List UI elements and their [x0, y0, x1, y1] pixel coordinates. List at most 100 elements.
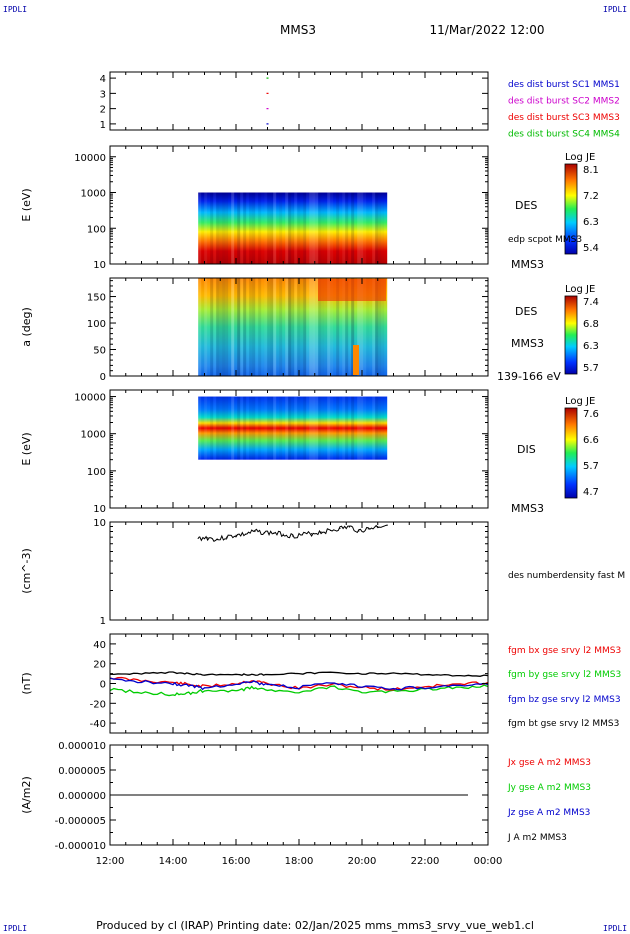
y-tick-label: -0.000005	[55, 816, 106, 827]
density-point	[301, 534, 303, 536]
des-pitch-spectrogram-stripe	[363, 278, 367, 376]
dis-energy-spectrogram-stripe	[360, 396, 364, 460]
des-pitch-spectrogram-stripe	[300, 278, 304, 376]
des-energy-spectrogram-stripe	[219, 192, 223, 264]
colorbar-des-pitch-title: Log JE	[565, 284, 595, 295]
des-pitch-spectrogram-stripe	[294, 278, 298, 376]
des-energy-spectrogram-stripe	[351, 192, 355, 264]
des-pitch-spectrogram-stripe	[216, 278, 220, 376]
des-energy-spectrogram-stripe	[234, 193, 237, 264]
dis-energy-spectrogram-stripe	[324, 397, 327, 460]
des-pitch-spectrogram-stripe	[234, 278, 237, 376]
legend-mms3: des dist burst SC3 MMS3	[508, 113, 620, 123]
dis-energy-spectrogram-stripe	[237, 396, 241, 460]
dis-energy-spectrogram-stripe	[222, 396, 226, 460]
des-pitch-spectrogram-stripe	[315, 278, 319, 376]
dis-energy-spectrogram-stripe	[321, 396, 325, 460]
dis-energy-spectrogram-stripe	[381, 396, 385, 460]
bfield-line-bz	[109, 677, 489, 691]
des-energy-spectrogram	[198, 192, 388, 264]
des-energy-spectrogram-stripe	[255, 193, 258, 264]
des-pitch-spectrogram-stripe	[306, 278, 310, 376]
des-pitch-spectrogram-stripe	[282, 278, 285, 376]
des-pitch-spectrogram-stripe	[249, 278, 253, 376]
des-pitch-spectrogram-stripe	[285, 278, 289, 376]
density-point	[348, 526, 350, 528]
colorbar-des-pitch-tick: 6.8	[583, 319, 599, 330]
dis-energy-spectrogram-stripe	[285, 396, 289, 460]
x-tick-label: 22:00	[411, 856, 440, 867]
density-point	[367, 528, 369, 530]
dis-energy-spectrogram-stripe	[372, 396, 376, 460]
panel-frame-5	[109, 521, 489, 621]
des-energy-spectrogram-stripe	[204, 192, 208, 264]
y-tick-label: 0.000005	[58, 766, 106, 777]
colorbar-des-pitch-tick: 5.7	[583, 363, 599, 374]
dis-energy-spectrogram-stripe	[318, 396, 322, 460]
y-tick-label: 150	[87, 293, 106, 304]
y-axis-label: (nT)	[20, 672, 33, 694]
dis-energy-spectrogram-stripe	[291, 396, 295, 460]
des-energy-spectrogram-stripe	[312, 192, 316, 264]
des-pitch-spectrogram-stripe	[231, 278, 235, 376]
density-point	[292, 535, 294, 537]
des-pitch-spectrogram-stripe	[228, 278, 232, 376]
side-label-mms3-3: MMS3	[511, 502, 544, 515]
footer-credit: Produced by cl (IRAP) Printing date: 02/…	[96, 919, 534, 932]
dis-energy-spectrogram-fill	[198, 396, 388, 460]
x-tick-label: 00:00	[474, 856, 503, 867]
legend-mms4: des dist burst SC4 MMS4	[508, 130, 620, 140]
colorbar-dis-energy-tick: 4.7	[583, 487, 599, 498]
des-energy-spectrogram-stripe	[381, 192, 385, 264]
dis-energy-spectrogram	[198, 396, 388, 460]
dis-energy-spectrogram-stripe	[276, 397, 279, 460]
des-energy-spectrogram-stripe	[240, 192, 244, 264]
dis-energy-spectrogram-stripe	[258, 396, 262, 460]
dis-energy-spectrogram-stripe	[210, 396, 214, 460]
dis-energy-spectrogram-stripe	[363, 397, 366, 460]
dis-energy-spectrogram-stripe	[378, 396, 382, 460]
dis-energy-spectrogram-stripe	[315, 396, 319, 460]
des-energy-spectrogram-stripe	[357, 192, 361, 264]
des-pitch-spectrogram-stripe	[378, 278, 382, 376]
legend-mms1: des dist burst SC1 MMS1	[508, 80, 620, 90]
des-energy-spectrogram-stripe	[258, 192, 262, 264]
des-energy-spectrogram-stripe	[201, 193, 204, 264]
des-pitch-spectrogram-stripe	[336, 278, 340, 376]
des-energy-spectrogram-stripe	[300, 192, 304, 264]
des-energy-spectrogram-stripe	[249, 192, 253, 264]
side-label-des: DES	[515, 199, 537, 212]
des-pitch-spectrogram	[198, 278, 388, 376]
dis-energy-spectrogram-stripe	[303, 396, 307, 460]
density-point	[216, 539, 218, 541]
des-energy-spectrogram-stripe	[261, 193, 264, 264]
des-energy-spectrogram-stripe	[231, 192, 235, 264]
mission-title: MMS3	[280, 23, 316, 37]
des-pitch-spectrogram-stripe	[213, 278, 217, 376]
dis-energy-spectrogram-stripe	[213, 396, 217, 460]
y-axis-label: (cm^-3)	[20, 548, 33, 594]
des-pitch-spectrogram-stripe	[237, 278, 241, 376]
des-pitch-spectrogram-stripe	[240, 278, 244, 376]
dis-energy-spectrogram-stripe	[327, 396, 331, 460]
des-pitch-spectrogram-stripe	[225, 278, 229, 376]
dis-energy-spectrogram-stripe	[273, 396, 277, 460]
x-tick-label: 12:00	[96, 856, 125, 867]
dis-energy-spectrogram-stripe	[198, 396, 202, 460]
colorbar-dis-energy-tick: 5.7	[583, 461, 599, 472]
des-energy-spectrogram-stripe	[252, 192, 256, 264]
colorbar-des-pitch-tick: 6.3	[583, 341, 599, 352]
legend-density: des numberdensity fast M	[508, 571, 625, 581]
des-pitch-spectrogram-stripe	[381, 278, 385, 376]
des-pitch-spectrogram-stripe	[261, 278, 264, 376]
y-tick-label: 10000	[74, 153, 106, 164]
des-pitch-spectrogram-stripe	[273, 278, 277, 376]
des-energy-spectrogram-stripe	[198, 192, 202, 264]
dis-energy-spectrogram-stripe	[270, 396, 274, 460]
dis-energy-spectrogram-stripe	[204, 396, 208, 460]
y-tick-label: 2	[100, 105, 106, 116]
dis-energy-spectrogram-stripe	[366, 397, 369, 460]
dis-energy-spectrogram-stripe	[261, 397, 264, 460]
pitch-red-cap	[318, 279, 386, 301]
y-tick-label: 10	[93, 504, 106, 515]
